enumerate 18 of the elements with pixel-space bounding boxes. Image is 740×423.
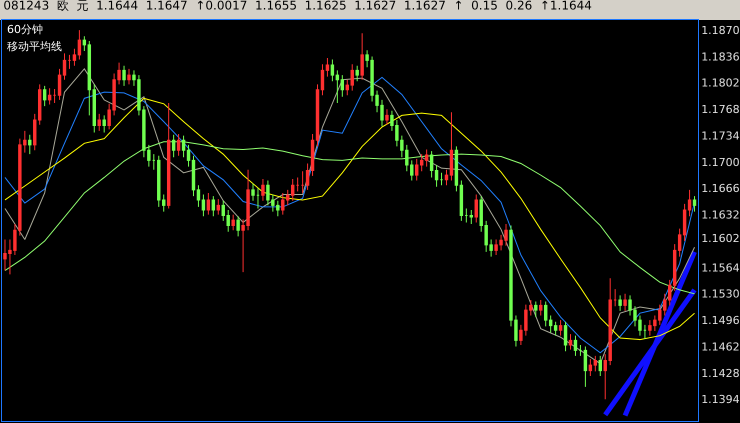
annotation: 移动平均线 <box>7 40 62 53</box>
y-tick-label: 1.1734 <box>701 129 740 142</box>
y-tick-label: 1.1802 <box>701 76 740 90</box>
y-tick-label: 1.1666 <box>701 182 740 196</box>
chart-subtitle: 60分钟 <box>7 23 43 36</box>
y-tick-label: 1.1564 <box>701 261 740 274</box>
y-tick-label: 1.1632 <box>701 208 740 222</box>
y-tick-label: 1.1700 <box>701 156 740 169</box>
chart-title: 081243 欧 元 1.1644 1.1647 ↑0.0017 1.1655 1.1625 1.1627 1.1627 ↑ 0.15 0.26 ↑1.1644 <box>3 0 592 13</box>
y-tick-label: 1.1602 <box>701 232 740 245</box>
y-tick-label: 1.1530 <box>701 288 740 301</box>
y-tick-label: 1.1428 <box>701 366 740 380</box>
y-tick-label: 1.1836 <box>701 50 740 64</box>
y-tick-label: 1.1462 <box>701 340 740 354</box>
y-tick-label: 1.1870 <box>701 24 740 37</box>
y-tick-label: 1.1768 <box>701 103 740 116</box>
y-tick-label: 1.1496 <box>701 314 740 328</box>
y-tick-label: 1.1394 <box>701 393 740 406</box>
